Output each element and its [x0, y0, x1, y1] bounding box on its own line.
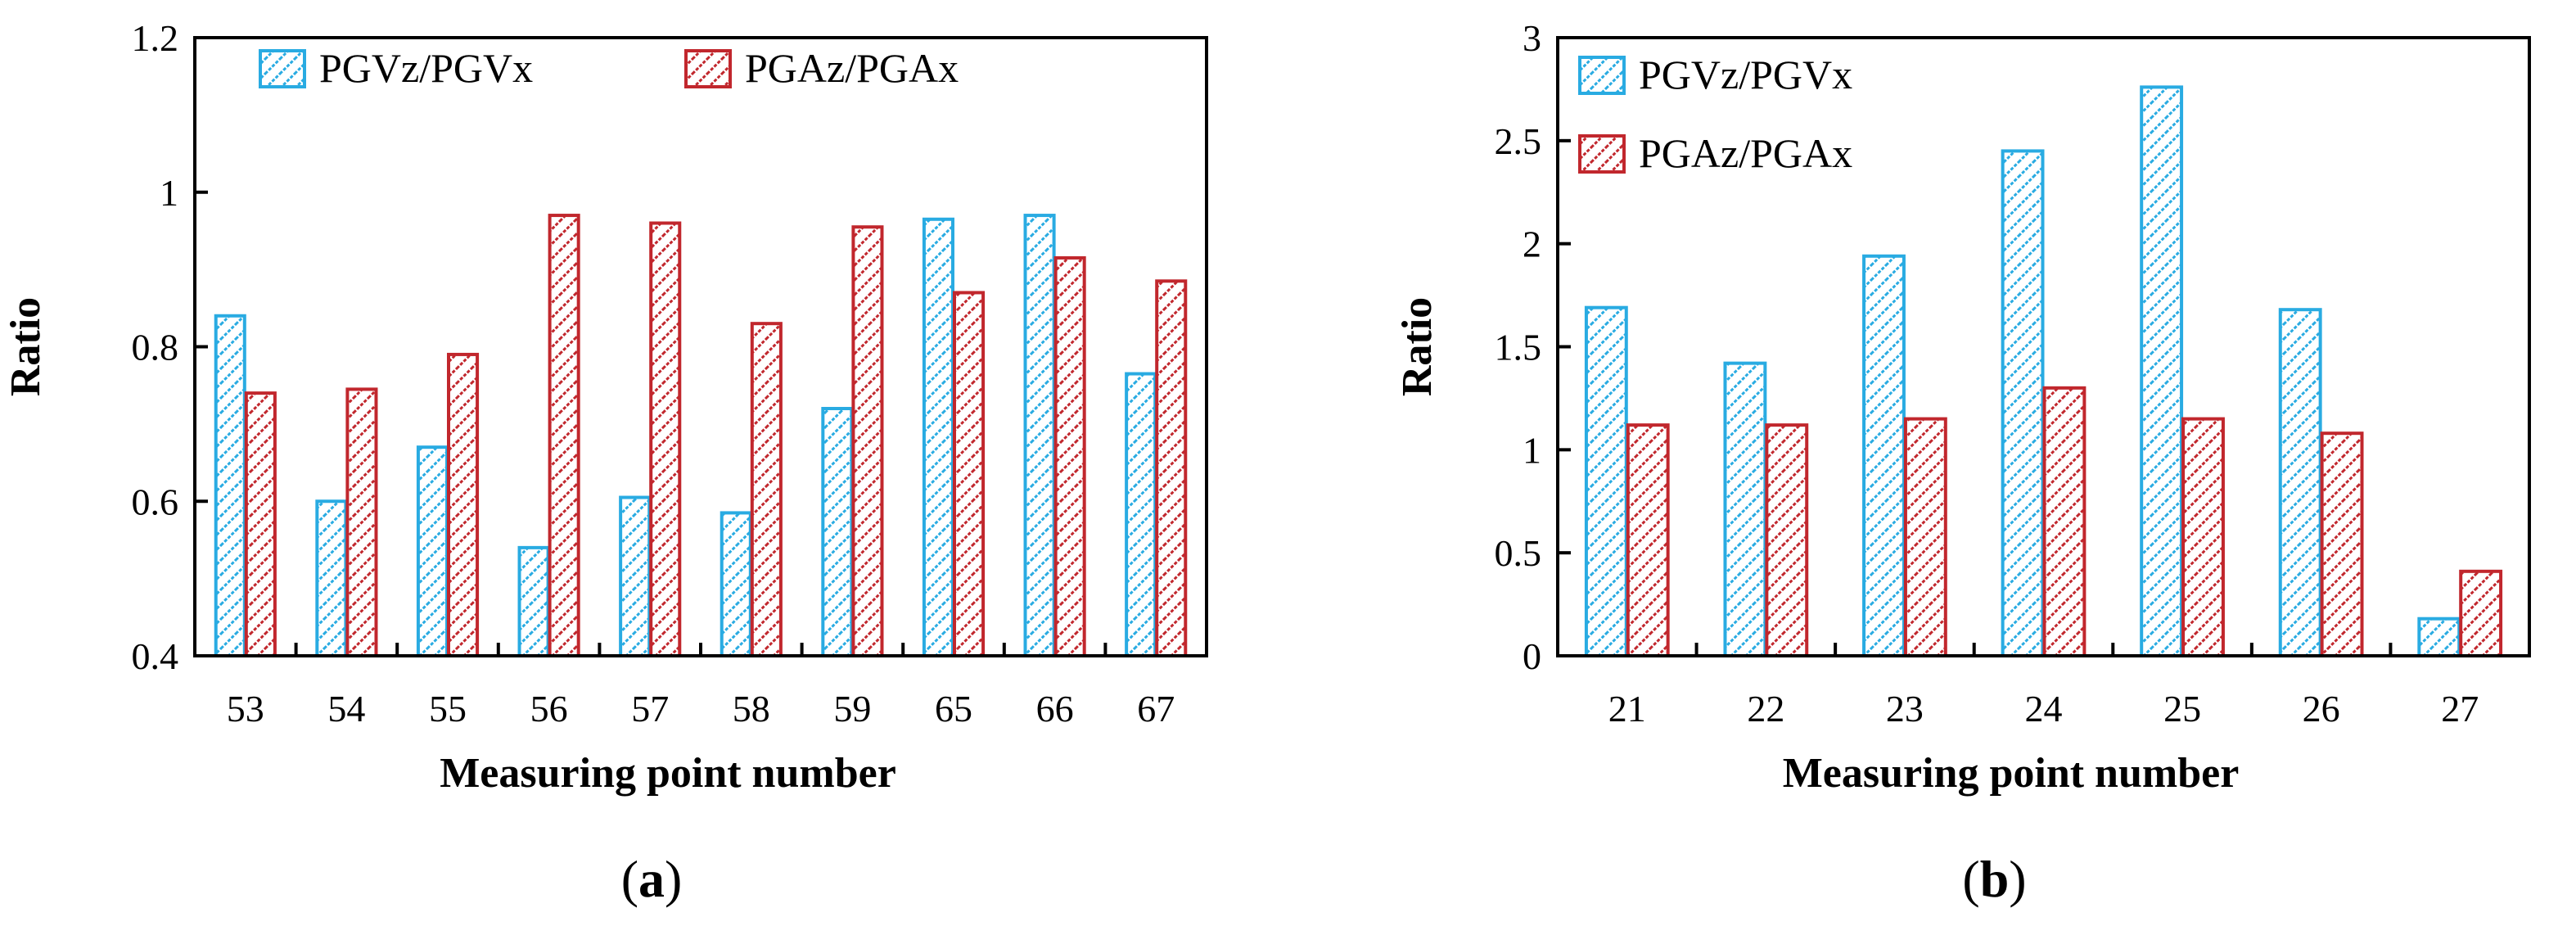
- bar-pgaz-pgax-24: [2042, 386, 2087, 657]
- x-tick-label: 58: [733, 688, 770, 730]
- bar-pgaz-pgax-25: [2181, 417, 2225, 657]
- x-tick-label: 21: [1608, 688, 1646, 730]
- x-ticks: 21 22 23 24 25 26 27: [1608, 643, 2479, 730]
- legend: PGVz/PGVx PGAz/PGAx: [259, 45, 959, 91]
- legend-swatch: [684, 49, 732, 88]
- y-tick-label: 2.5: [1495, 120, 1542, 162]
- bar-pgvz-pgvx-27: [2417, 617, 2461, 658]
- legend-swatch: [1578, 134, 1626, 174]
- y-ticks: 0.4 0.6 0.8 1 1.2: [132, 17, 208, 677]
- x-tick-label: 27: [2441, 688, 2479, 730]
- y-tick-label: 1: [160, 172, 178, 214]
- y-ticks: 0 0.5 1 1.5 2 2.5 3: [1495, 17, 1571, 677]
- y-axis-title: Ratio: [1394, 297, 1441, 396]
- chart-panel-a: 0.4 0.6 0.8 1 1.2 53 54 55 56 57 58 59 65 66 67 PGVz/…: [2, 17, 1208, 908]
- panel-caption-letter: b: [1980, 850, 2010, 908]
- y-tick-label: 0.6: [132, 481, 179, 522]
- x-tick-label: 66: [1036, 688, 1074, 730]
- bar-pgvz-pgvx-67: [1125, 372, 1157, 657]
- bar-pgaz-pgax-65: [953, 291, 986, 657]
- bar-pgvz-pgvx-26: [2278, 308, 2322, 657]
- bar-pgvz-pgvx-23: [1862, 254, 1906, 657]
- bar-pgvz-pgvx-56: [517, 545, 550, 657]
- y-tick-label: 2: [1523, 224, 1541, 265]
- x-tick-label: 53: [227, 688, 264, 730]
- x-tick-label: 67: [1137, 688, 1175, 730]
- chart-panel-b: 00.511.522.53 21 22 23 24 25 26 27 PGVz/PGVxPG…: [1394, 17, 2531, 908]
- y-tick-label: 0.5: [1495, 532, 1542, 574]
- bars: [1584, 85, 2503, 658]
- bar-pgvz-pgvx-65: [922, 217, 955, 657]
- bar-pgaz-pgax-55: [447, 352, 480, 657]
- panel-caption: (a): [621, 850, 683, 908]
- bar-pgvz-pgvx-55: [416, 445, 449, 657]
- bar-pgvz-pgvx-53: [214, 314, 246, 657]
- legend-swatch: [1578, 56, 1626, 95]
- bar-pgaz-pgax-57: [649, 221, 682, 657]
- bar-pgvz-pgvx-21: [1584, 305, 1628, 657]
- x-tick-label: 26: [2303, 688, 2340, 730]
- bar-pgaz-pgax-26: [2320, 431, 2364, 657]
- bar-pgvz-pgvx-57: [619, 495, 652, 657]
- x-tick-label: 56: [530, 688, 568, 730]
- legend-label: PGVz/PGVx: [319, 45, 533, 91]
- y-tick-label: 1.5: [1495, 327, 1542, 368]
- legend-label: PGAz/PGAx: [1639, 130, 1852, 176]
- x-tick-label: 57: [631, 688, 669, 730]
- y-tick-label: 0.8: [132, 327, 179, 368]
- legend-label: PGAz/PGAx: [745, 45, 959, 91]
- x-axis-title: Measuring point number: [1783, 750, 2240, 797]
- bar-pgaz-pgax-59: [851, 225, 884, 657]
- bar-pgvz-pgvx-54: [315, 499, 348, 657]
- bar-pgvz-pgvx-25: [2140, 85, 2184, 657]
- bar-pgaz-pgax-56: [548, 214, 580, 657]
- x-tick-label: 24: [2025, 688, 2063, 730]
- x-tick-label: 65: [935, 688, 972, 730]
- y-tick-label: 0.4: [132, 635, 179, 677]
- x-axis-title: Measuring point number: [440, 750, 896, 797]
- bar-pgaz-pgax-66: [1053, 255, 1086, 657]
- legend: PGVz/PGVx PGAz/PGAx: [1578, 52, 1852, 176]
- bar-pgvz-pgvx-66: [1023, 214, 1056, 657]
- x-tick-label: 25: [2163, 688, 2201, 730]
- bar-pgvz-pgvx-58: [720, 511, 752, 657]
- bar-pgaz-pgax-23: [1903, 417, 1947, 657]
- panel-caption-letter: a: [638, 850, 665, 908]
- bar-pgvz-pgvx-24: [2001, 149, 2045, 657]
- y-tick-label: 0: [1523, 635, 1541, 677]
- panel-caption: (b): [1962, 850, 2026, 908]
- legend-swatch: [259, 49, 306, 88]
- y-axis-title: Ratio: [2, 297, 49, 396]
- x-tick-label: 22: [1747, 688, 1784, 730]
- bar-pgaz-pgax-21: [1626, 423, 1670, 658]
- y-tick-label: 1: [1523, 429, 1541, 471]
- y-tick-label: 1.2: [132, 17, 179, 59]
- x-tick-label: 23: [1886, 688, 1924, 730]
- bar-pgaz-pgax-54: [345, 387, 378, 657]
- legend-label: PGVz/PGVx: [1639, 52, 1852, 97]
- x-tick-label: 55: [429, 688, 467, 730]
- bar-pgaz-pgax-67: [1155, 279, 1188, 657]
- bar-pgaz-pgax-58: [750, 322, 783, 657]
- x-tick-label: 54: [327, 688, 365, 730]
- x-tick-label: 59: [833, 688, 871, 730]
- bar-pgvz-pgvx-59: [821, 407, 854, 657]
- bars: [214, 214, 1188, 657]
- bar-pgaz-pgax-53: [244, 391, 277, 657]
- x-ticks: 53 54 55 56 57 58 59 65 66 67: [227, 643, 1175, 730]
- bar-pgaz-pgax-22: [1765, 423, 1809, 658]
- y-tick-label: 3: [1523, 17, 1541, 59]
- bar-pgaz-pgax-27: [2459, 569, 2503, 657]
- bar-pgvz-pgvx-22: [1723, 361, 1767, 657]
